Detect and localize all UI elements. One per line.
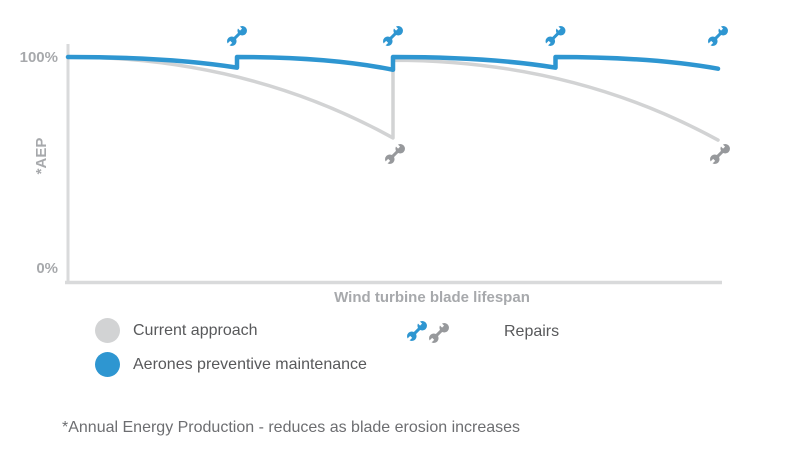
wrench-icon xyxy=(380,140,407,168)
legend-label: Aerones preventive maintenance xyxy=(133,355,367,373)
wrench-icon xyxy=(705,140,732,168)
y-tick-100: 100% xyxy=(20,49,58,66)
wrench-icon xyxy=(703,22,730,50)
repairs-icon-pair xyxy=(404,318,454,346)
current-approach-swatch xyxy=(95,318,120,343)
repairs-label: Repairs xyxy=(504,323,560,340)
wrench-icon xyxy=(540,22,568,50)
footnote: *Annual Energy Production - reduces as b… xyxy=(62,419,521,436)
legend-item-current-approach: Current approach xyxy=(95,318,258,343)
aerones-swatch xyxy=(95,352,120,377)
y-tick-0: 0% xyxy=(36,260,58,277)
wrench-icon xyxy=(426,320,451,346)
series-lines xyxy=(65,54,721,142)
y-axis-title: *AEP xyxy=(33,138,50,175)
chart-plot-area: 100% 0% *AEP Wind turbine blade lifespan xyxy=(20,22,732,306)
legend-item-repairs: Repairs xyxy=(404,318,559,346)
x-axis-title: Wind turbine blade lifespan xyxy=(334,289,530,306)
aerones-line xyxy=(65,54,721,73)
wrench-icon xyxy=(222,22,249,50)
current-approach-line xyxy=(66,55,720,142)
wrench-icon xyxy=(378,22,405,50)
legend-item-aerones: Aerones preventive maintenance xyxy=(95,352,367,377)
legend-label: Current approach xyxy=(133,321,258,339)
